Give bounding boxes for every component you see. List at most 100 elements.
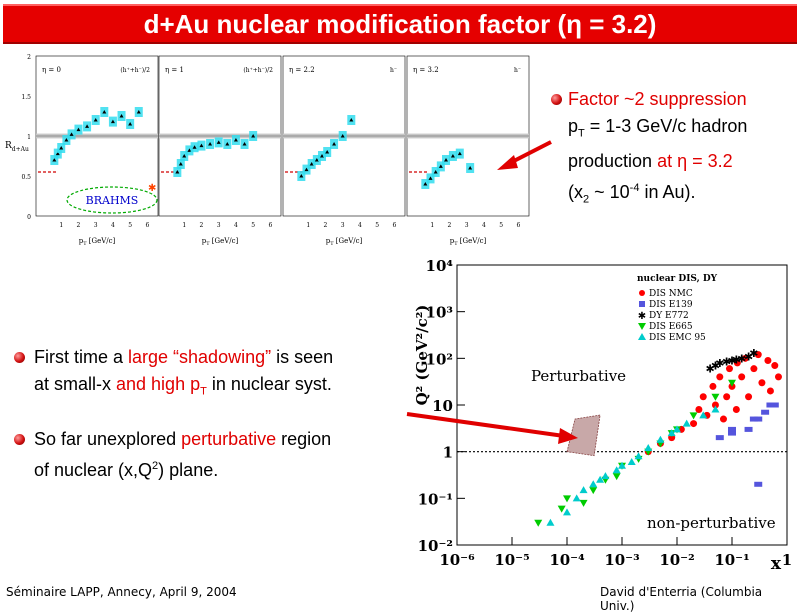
data-point-dy-e772: ✱: [715, 357, 724, 370]
data-point-dis-emc-95: [667, 429, 676, 437]
data-point-dis-e665: [589, 487, 598, 495]
data-point-dis-emc-95: [563, 508, 571, 516]
data-point: [423, 182, 428, 186]
brahms-panel: η = 3.2 h⁻ 1 2 3 4 5 6 pT [GeV/c]: [406, 55, 530, 247]
legend-title: nuclear DIS, DY: [637, 274, 718, 284]
data-point-dis-emc-95: [682, 419, 691, 427]
data-point-dis-nmc: [766, 387, 774, 395]
y-tick-label: 10⁻¹: [418, 490, 453, 508]
data-point-dis-e139: [749, 416, 758, 422]
x-tick-label: 2: [77, 222, 81, 229]
data-point-dis-nmc: [695, 406, 703, 414]
x-tick-label: 3: [217, 222, 221, 229]
slide: d+Au nuclear modification factor (η = 3.…: [2, 4, 797, 613]
x-q2-chart: 10⁻⁶ 10⁻⁵ 10⁻⁴ 10⁻³ 10⁻² 10⁻¹ 1 10⁻² 10⁻¹ 1 10 10² 1…: [413, 257, 792, 574]
x-tick-label: 2: [448, 222, 452, 229]
data-point: [59, 146, 64, 150]
data-point-dis-nmc: [732, 406, 740, 414]
footer-left: Séminaire LAPP, Annecy, April 9, 2004: [6, 585, 237, 599]
data-point: [320, 154, 325, 158]
data-point-dis-nmc: [758, 379, 766, 387]
y-axis-label: Rd+Au: [5, 141, 29, 153]
data-point-dis-nmc: [719, 415, 727, 423]
legend-marker: [639, 290, 645, 296]
data-point: [55, 151, 60, 156]
data-point-dis-e665: [579, 499, 588, 507]
data-point-dis-e665: [711, 393, 720, 401]
y-tick-label: 10³: [426, 304, 453, 322]
data-point: [468, 166, 473, 170]
data-point-dis-emc-95: [673, 425, 681, 433]
shadowing-line-1: First time a large “shadowing” is seen: [34, 347, 334, 367]
data-point: [187, 148, 192, 152]
data-point: [175, 170, 180, 174]
x-tick-label: 5: [499, 222, 503, 229]
brahms-panel: η = 2.2 h⁻ 1 2 3 4 5 6 pT [GeV/c]: [282, 55, 406, 247]
production-line: production at η = 3.2: [568, 150, 733, 171]
panel-charge-label: h⁻: [390, 67, 397, 74]
legend-entry: DIS E665: [649, 322, 693, 332]
data-point-dis-nmc: [774, 373, 782, 381]
x-tick-label: 3: [341, 222, 345, 229]
brahms-panel: η = 1 (h⁺+h⁻)/2 1 2 3 4 5 6 pT [GeV/c]: [158, 55, 282, 247]
data-point-dis-emc-95: [634, 452, 643, 460]
data-point: [85, 124, 90, 128]
logo-star-icon: ✱: [148, 183, 156, 194]
data-point: [242, 142, 247, 146]
x-axis-label: pT [GeV/c]: [202, 237, 239, 247]
data-point-dis-e139: [744, 426, 753, 432]
panel-eta-label: η = 0: [42, 66, 61, 74]
data-point-dis-emc-95: [546, 518, 555, 526]
data-point: [64, 138, 69, 142]
y-tick-label: 0: [27, 214, 31, 221]
non-perturbative-label: non-perturbative: [647, 514, 776, 532]
data-point: [433, 170, 438, 174]
data-point-dy-e772: ✱: [749, 347, 758, 360]
data-point: [438, 164, 443, 168]
data-point-dis-nmc: [771, 362, 779, 370]
data-point-dis-nmc: [754, 351, 762, 359]
perturbative-label: Perturbative: [531, 367, 626, 385]
x-tick-label: 1: [182, 222, 186, 229]
data-point-dis-emc-95: [699, 411, 708, 419]
data-point-dis-e139: [770, 402, 779, 408]
x-tick-label: 10⁻³: [604, 551, 639, 569]
brahms-panels: η = 0 (h⁺+h⁻)/2 1 2 3 4 5 6 pT [GeV/c] η = 1 (h⁺+h…: [35, 55, 530, 247]
data-point: [457, 151, 462, 156]
brahms-logo-text: BRAHMS: [86, 194, 139, 207]
data-point: [52, 158, 57, 162]
data-point: [332, 142, 337, 146]
x-axis-label: x: [771, 554, 782, 574]
data-point-dis-e665: [728, 379, 736, 387]
data-point: [251, 134, 256, 138]
data-point-dis-e139: [715, 435, 724, 441]
data-point: [233, 138, 238, 142]
data-point: [216, 140, 221, 144]
data-point-dis-emc-95: [656, 435, 665, 443]
x-tick-label: 10⁻⁴: [549, 551, 585, 569]
x-tick-label: 10⁻⁶: [439, 551, 475, 569]
y-tick-label: 1: [443, 444, 453, 462]
chart-axes: 10⁻⁶ 10⁻⁵ 10⁻⁴ 10⁻³ 10⁻² 10⁻¹ 1 10⁻² 10⁻¹ 1 10 10² 1…: [413, 257, 792, 574]
data-point: [199, 143, 204, 148]
x-tick-label: 4: [482, 222, 486, 229]
y-tick-label: 10: [432, 397, 453, 415]
data-point: [136, 110, 141, 114]
bullet-icon: [551, 94, 562, 105]
x-tick-label: 10⁻⁵: [494, 551, 529, 569]
data-point-dis-e665: [612, 473, 621, 481]
y-axis: Rd+Au 0 0.5 1 1.5 2: [5, 54, 31, 221]
data-point-dis-nmc: [745, 393, 753, 401]
data-point: [110, 119, 115, 124]
y-tick-label: 10⁴: [426, 257, 454, 275]
y-tick-label: 10²: [426, 350, 453, 368]
x-tick-label: 6: [392, 222, 396, 229]
unexplored-line-2: of nuclear (x,Q2) plane.: [34, 460, 219, 480]
data-point-dis-nmc: [738, 373, 746, 381]
y-tick-label: 10⁻²: [418, 537, 453, 555]
panel-eta-label: η = 2.2: [289, 66, 315, 74]
y-tick-label: 2: [27, 54, 31, 61]
data-point-dy-e772: ✱: [711, 360, 720, 373]
legend-marker: ✱: [638, 311, 646, 322]
brahms-logo: BRAHMS ✱: [66, 183, 158, 214]
